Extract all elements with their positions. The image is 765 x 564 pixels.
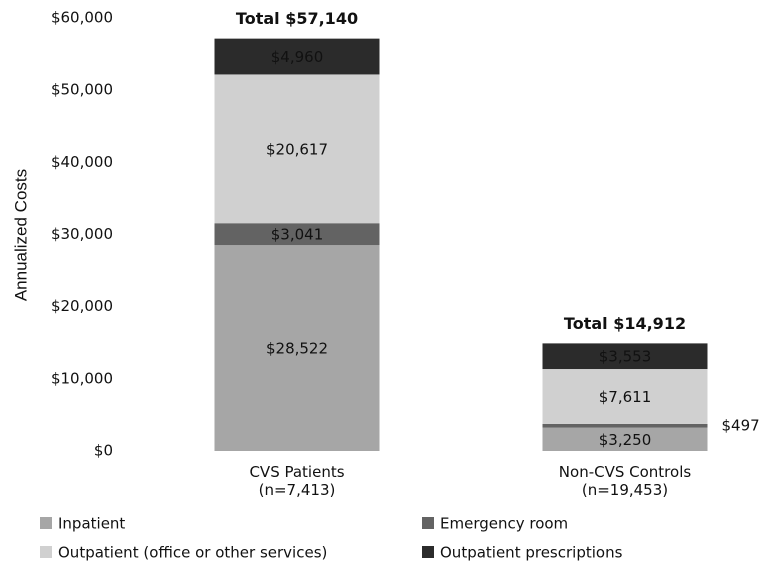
bar-segment: [214, 245, 380, 451]
y-tick-label: $20,000: [51, 297, 113, 315]
y-tick-label: $10,000: [51, 369, 113, 387]
y-axis-title: Annualized Costs: [11, 169, 30, 301]
bar-segment: [214, 38, 380, 75]
x-tick-label: CVS Patients (n=7,413): [249, 463, 345, 499]
legend-swatch: [40, 546, 52, 558]
data-label: $20,617: [266, 140, 328, 158]
legend-swatch: [40, 517, 52, 529]
data-label: $3,553: [599, 348, 652, 366]
total-label: Total $57,140: [236, 9, 358, 28]
legend-label: Outpatient prescriptions: [440, 544, 623, 562]
y-tick-label: $50,000: [51, 81, 113, 99]
bar-segment: [542, 369, 708, 424]
data-label: $3,250: [599, 431, 652, 449]
y-tick-label: $30,000: [51, 225, 113, 243]
y-tick-label: $60,000: [51, 9, 113, 27]
bar-segment: [542, 427, 708, 451]
data-label: $497: [722, 416, 760, 434]
data-label: $4,960: [271, 48, 324, 66]
total-label: Total $14,912: [564, 314, 686, 333]
bar-segment: [542, 343, 708, 370]
legend-swatch: [422, 546, 434, 558]
x-tick-label: Non-CVS Controls (n=19,453): [558, 463, 692, 499]
data-label: $7,611: [599, 388, 652, 406]
legend-label: Outpatient (office or other services): [58, 544, 327, 562]
y-tick-label: $0: [94, 442, 113, 460]
legend-label: Inpatient: [58, 515, 125, 533]
legend-swatch: [422, 517, 434, 529]
data-label: $28,522: [266, 340, 328, 358]
data-label: $3,041: [271, 226, 324, 244]
bar-segment: [214, 223, 380, 246]
y-tick-label: $40,000: [51, 153, 113, 171]
bar-segment: [542, 423, 708, 428]
bar-segment: [214, 74, 380, 224]
legend-label: Emergency room: [440, 515, 568, 533]
